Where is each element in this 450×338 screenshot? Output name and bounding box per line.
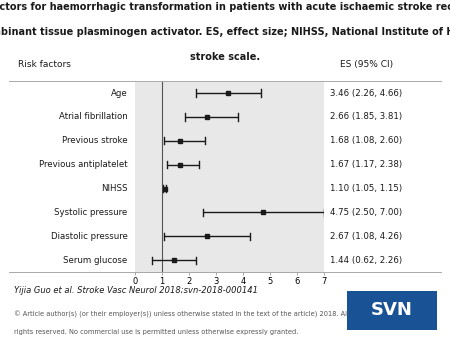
Text: 2.66 (1.85, 3.81): 2.66 (1.85, 3.81) [330, 113, 402, 121]
Text: Diastolic pressure: Diastolic pressure [50, 232, 127, 241]
Text: 2.67 (1.08, 4.26): 2.67 (1.08, 4.26) [330, 232, 402, 241]
Text: ES (95% CI): ES (95% CI) [340, 60, 393, 69]
Text: Risk factors: Risk factors [18, 60, 71, 69]
Text: SVN: SVN [370, 301, 413, 319]
Text: Atrial fibrillation: Atrial fibrillation [58, 113, 127, 121]
Text: rights reserved. No commercial use is permitted unless otherwise expressly grant: rights reserved. No commercial use is pe… [14, 329, 298, 335]
Text: Serum glucose: Serum glucose [63, 256, 127, 265]
Text: Age: Age [111, 89, 127, 98]
Text: Systolic pressure: Systolic pressure [54, 208, 127, 217]
Text: Yijia Guo et al. Stroke Vasc Neurol 2018;svn-2018-000141: Yijia Guo et al. Stroke Vasc Neurol 2018… [14, 286, 257, 295]
Text: © Article author(s) (or their employer(s)) unless otherwise stated in the text o: © Article author(s) (or their employer(s… [14, 311, 348, 318]
Text: recombinant tissue plasminogen activator. ES, effect size; NIHSS, National Insti: recombinant tissue plasminogen activator… [0, 27, 450, 37]
Text: 4.75 (2.50, 7.00): 4.75 (2.50, 7.00) [330, 208, 402, 217]
Text: 1.10 (1.05, 1.15): 1.10 (1.05, 1.15) [330, 184, 402, 193]
Text: Previous stroke: Previous stroke [62, 136, 127, 145]
Text: NIHSS: NIHSS [101, 184, 127, 193]
Text: Risk factors for haemorrhagic transformation in patients with acute ischaemic st: Risk factors for haemorrhagic transforma… [0, 2, 450, 12]
Text: 3.46 (2.26, 4.66): 3.46 (2.26, 4.66) [330, 89, 402, 98]
Text: 1.67 (1.17, 2.38): 1.67 (1.17, 2.38) [330, 160, 402, 169]
Text: 1.44 (0.62, 2.26): 1.44 (0.62, 2.26) [330, 256, 402, 265]
Text: 1.68 (1.08, 2.60): 1.68 (1.08, 2.60) [330, 136, 402, 145]
Text: stroke scale.: stroke scale. [190, 52, 260, 63]
Text: Previous antiplatelet: Previous antiplatelet [39, 160, 127, 169]
